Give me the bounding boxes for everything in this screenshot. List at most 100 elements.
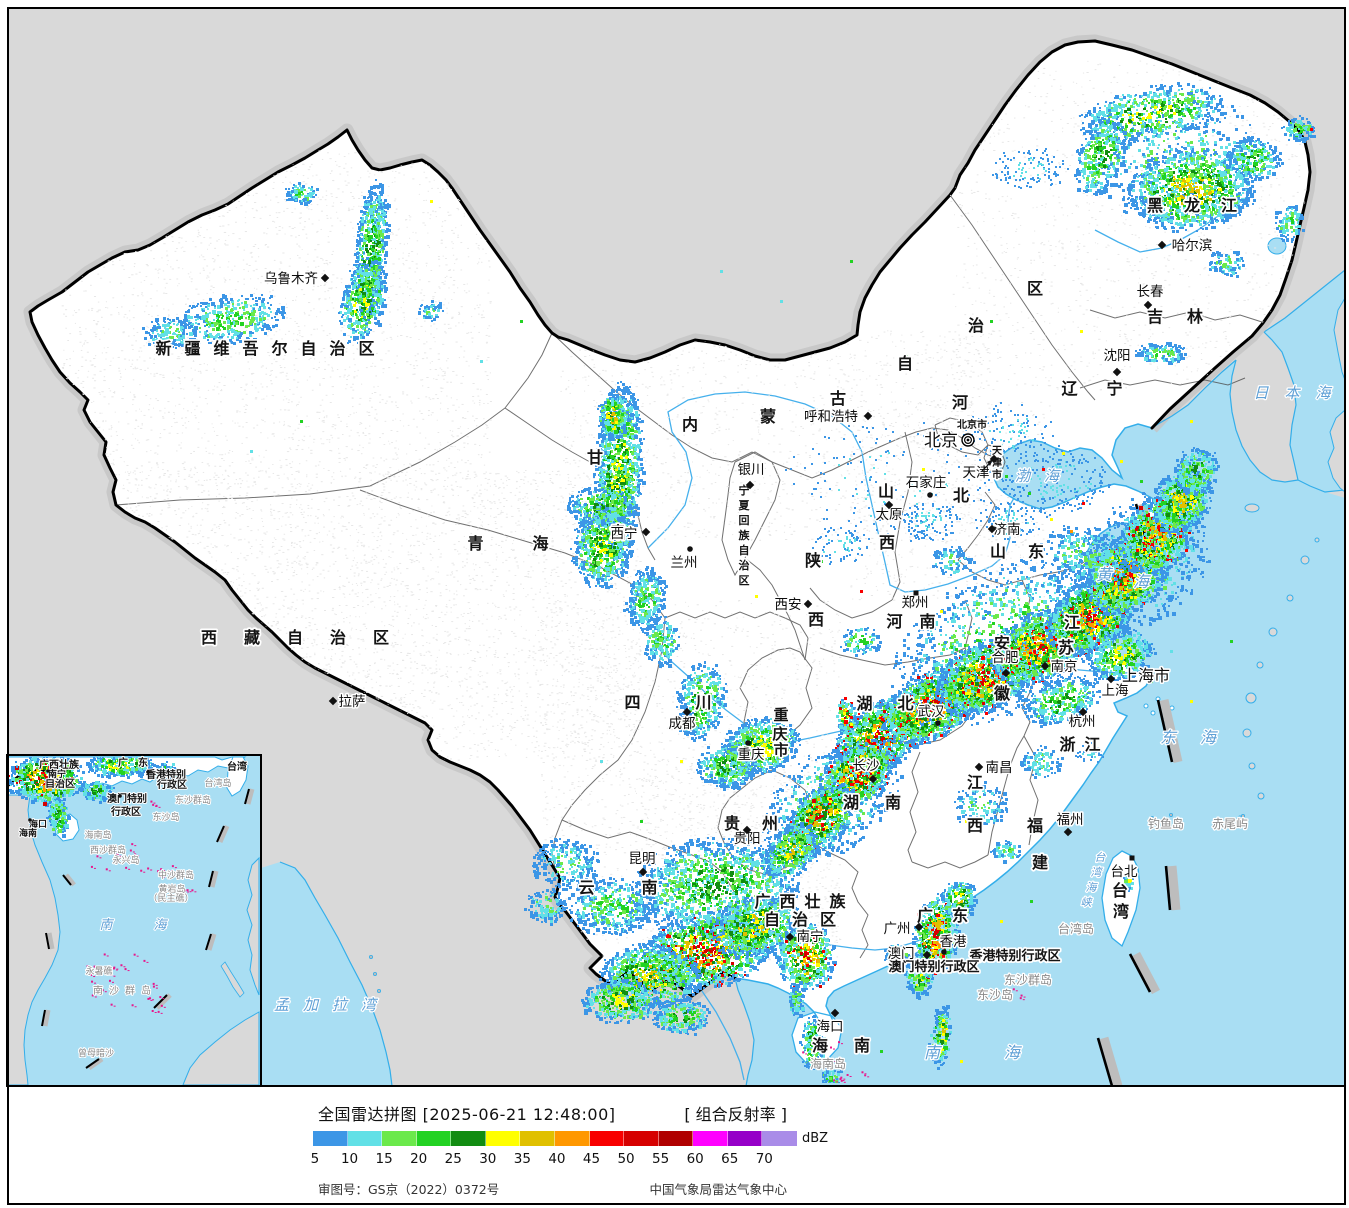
inset-island-label: 东沙岛	[152, 811, 179, 823]
scale-tick: 10	[340, 1151, 359, 1167]
city-marker	[641, 527, 651, 537]
city-marker	[320, 273, 330, 283]
province-label: 河	[952, 393, 968, 412]
province-label: 澳门特别行政区	[888, 959, 979, 975]
province-label: 江	[967, 773, 983, 792]
inset-island-label: 中沙群岛	[158, 869, 194, 881]
province-label: 市	[773, 741, 788, 759]
scale-tick: 15	[375, 1151, 393, 1167]
city-label: 昆明	[629, 851, 656, 867]
inset-label: 台湾	[227, 760, 247, 773]
city-marker	[638, 867, 648, 877]
city-marker	[742, 825, 752, 835]
city-marker	[868, 774, 878, 784]
city-label: 重庆	[738, 747, 765, 763]
province-label: 西	[808, 610, 824, 629]
scale-tick: 25	[444, 1151, 462, 1167]
province-label: 河南	[886, 612, 952, 631]
scale-color-60	[693, 1131, 728, 1146]
sea-name-label: 南海	[924, 1043, 1084, 1062]
city-marker	[922, 950, 932, 960]
province-label: 自治区	[764, 910, 848, 929]
city-marker	[1129, 855, 1135, 861]
mosaic-title: 全国雷达拼图 [2025-06-21 12:48:00]	[318, 1105, 616, 1124]
city-label: 合肥	[992, 650, 1019, 666]
scale-tick: 60	[686, 1151, 704, 1167]
province-label: 安	[994, 634, 1010, 653]
province-label: 福	[1026, 816, 1043, 835]
city-marker	[1157, 240, 1167, 250]
province-label: 重	[773, 706, 788, 724]
city-label: 沈阳	[1104, 348, 1131, 364]
city-label: 澳门	[888, 946, 915, 962]
city-marker	[935, 720, 941, 726]
scale-color-10	[347, 1131, 383, 1146]
city-marker	[927, 492, 933, 498]
scale-color-30	[485, 1131, 521, 1146]
unit-label: dBZ	[802, 1131, 829, 1146]
city-label: 长春	[1137, 284, 1165, 300]
inset-island-label: 东沙群岛	[175, 794, 211, 806]
province-label: 区	[1027, 279, 1043, 298]
province-label: 海南	[812, 1036, 896, 1055]
scale-color-40	[554, 1131, 590, 1146]
province-label: 广西壮族	[754, 892, 854, 911]
city-marker	[687, 546, 693, 552]
city-marker	[1063, 827, 1073, 837]
city-label: 南昌	[986, 760, 1013, 776]
city-marker	[803, 599, 813, 609]
inset-label: 广西壮族	[39, 758, 80, 771]
city-marker	[1001, 668, 1011, 678]
inset-label: 澳门特别	[107, 792, 147, 805]
inset-label: 海口	[29, 818, 47, 830]
scale-color-50	[624, 1131, 659, 1146]
city-label: 北京	[924, 431, 958, 451]
province-label: 肃	[610, 523, 626, 542]
inset-city-marker	[118, 794, 122, 798]
scale-color-70	[762, 1131, 797, 1146]
city-marker	[1143, 300, 1153, 310]
island-label: 台湾岛	[1058, 921, 1094, 936]
province-label: 苏	[1058, 638, 1074, 657]
city-label: 长沙	[853, 758, 880, 774]
inset-city-marker	[28, 818, 32, 822]
province-label: 江	[1064, 613, 1080, 632]
scale-tick: 70	[755, 1151, 773, 1167]
inset-island-label: 永暑礁	[85, 965, 112, 977]
city-marker	[682, 707, 692, 717]
scale-color-45	[589, 1131, 625, 1146]
island-label: 东沙岛	[977, 987, 1013, 1002]
province-label: 黑龙江	[1147, 196, 1258, 215]
sea-name-label: 孟加拉湾	[274, 996, 390, 1014]
province-label: 贵州	[724, 814, 800, 833]
map-approval-number: 审图号：GS京（2022）0372号	[318, 1182, 500, 1197]
inset-island-label: （民主礁）	[148, 892, 193, 904]
province-label: 青海	[467, 534, 597, 553]
inset-island-label: 海南岛	[84, 829, 111, 841]
province-label: 甘	[587, 448, 603, 467]
reflectivity-color-scale	[313, 1131, 797, 1146]
inset-island-label: 台湾岛	[204, 777, 231, 789]
scale-tick: 55	[652, 1151, 670, 1167]
province-label: 四川	[624, 693, 766, 712]
scale-tick: 45	[582, 1151, 601, 1167]
inset-label: 南宁	[48, 768, 66, 780]
province-label: 自	[897, 354, 913, 373]
sea-name-label: 海	[1086, 881, 1099, 894]
inset-island-label: 南沙群岛	[93, 984, 157, 997]
china-radar-map: 新疆维吾尔自治区 西藏自治区 青海甘肃四川 云南 贵州 湖北 湖南 河南 山东河北山西陕西江苏安…	[0, 0, 1349, 1087]
city-label: 香港	[940, 934, 968, 950]
scale-color-20	[416, 1131, 452, 1146]
city-label: 上海	[1102, 683, 1129, 699]
scale-tick-labels: 5 10 15 20 25 30 35 40 45 50 55 60 65 70	[298, 1151, 782, 1167]
province-label: 山	[878, 482, 894, 501]
city-label: 太原	[876, 507, 903, 523]
city-label: 乌鲁木齐	[264, 271, 318, 287]
city-label: 拉萨	[339, 694, 366, 710]
city-label: 杭州	[1069, 714, 1096, 730]
province-label: 治	[968, 316, 984, 335]
city-label: 南宁	[797, 928, 824, 945]
scale-color-55	[658, 1131, 694, 1146]
tianjin-arrow	[981, 459, 993, 472]
inset-sea-label: 南海	[99, 918, 207, 933]
